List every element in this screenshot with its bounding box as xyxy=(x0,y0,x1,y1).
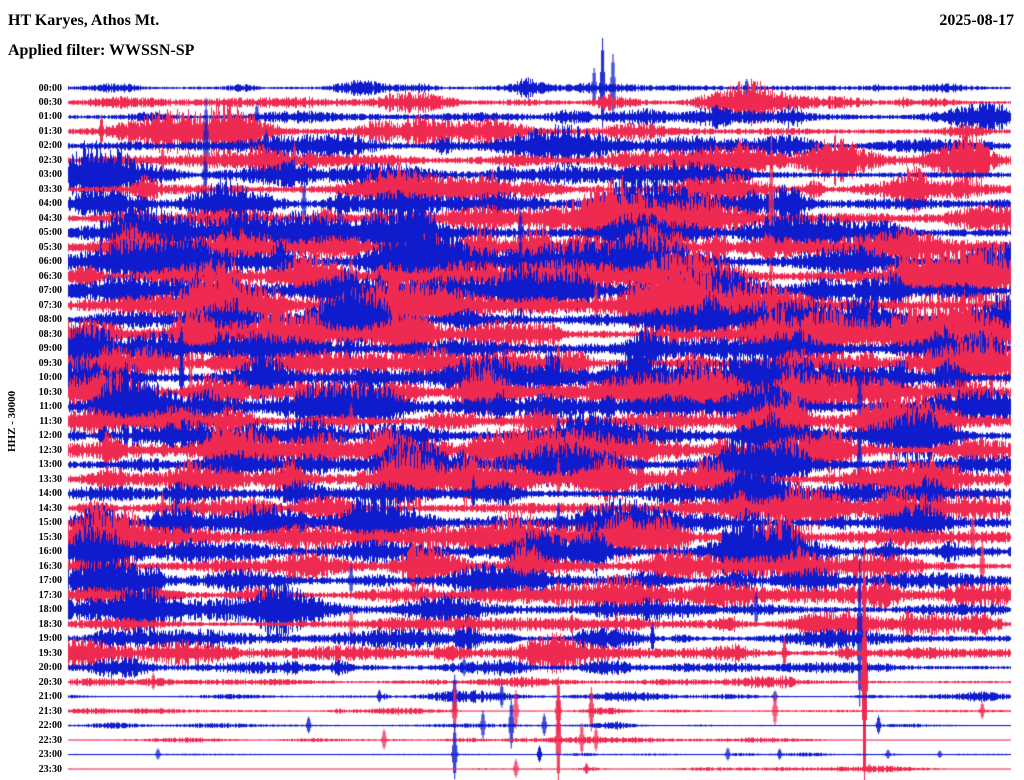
time-label-1300: 13:00 xyxy=(38,459,62,471)
time-label-1730: 17:30 xyxy=(38,589,62,601)
time-label-1630: 16:30 xyxy=(38,560,62,572)
time-label-0800: 08:00 xyxy=(38,314,62,326)
time-label-2000: 20:00 xyxy=(38,662,62,674)
time-label-0730: 07:30 xyxy=(38,299,62,311)
time-label-0200: 02:00 xyxy=(38,140,62,152)
time-label-0430: 04:30 xyxy=(38,212,62,224)
time-label-1700: 17:00 xyxy=(38,575,62,587)
time-label-0930: 09:30 xyxy=(38,357,62,369)
time-label-1800: 18:00 xyxy=(38,604,62,616)
time-label-1330: 13:30 xyxy=(38,473,62,485)
time-label-1830: 18:30 xyxy=(38,618,62,630)
time-label-1200: 12:00 xyxy=(38,430,62,442)
time-label-0400: 04:00 xyxy=(38,198,62,210)
time-label-0000: 00:00 xyxy=(38,82,62,94)
time-label-2330: 23:30 xyxy=(38,763,62,775)
station-title: HT Karyes, Athos Mt. xyxy=(8,12,160,29)
time-label-0900: 09:00 xyxy=(38,343,62,355)
time-label-0100: 01:00 xyxy=(38,111,62,123)
time-label-1430: 14:30 xyxy=(38,502,62,514)
time-label-1400: 14:00 xyxy=(38,488,62,500)
time-label-2230: 22:30 xyxy=(38,734,62,746)
time-label-0830: 08:30 xyxy=(38,328,62,340)
time-label-0500: 05:00 xyxy=(38,227,62,239)
filter-label: Applied filter: WWSSN-SP xyxy=(8,42,195,59)
time-label-1000: 10:00 xyxy=(38,372,62,384)
time-label-0700: 07:00 xyxy=(38,285,62,297)
time-label-1600: 16:00 xyxy=(38,546,62,558)
time-label-0230: 02:30 xyxy=(38,154,62,166)
time-label-1500: 15:00 xyxy=(38,517,62,529)
time-label-2030: 20:30 xyxy=(38,676,62,688)
time-label-1900: 19:00 xyxy=(38,633,62,645)
time-label-1130: 11:30 xyxy=(39,415,62,427)
time-label-0600: 06:00 xyxy=(38,256,62,268)
time-label-0630: 06:30 xyxy=(38,270,62,282)
time-label-1030: 10:30 xyxy=(38,386,62,398)
time-label-1230: 12:30 xyxy=(38,444,62,456)
time-label-1930: 19:30 xyxy=(38,647,62,659)
time-label-0530: 05:30 xyxy=(38,241,62,253)
time-label-1100: 11:00 xyxy=(39,401,62,413)
time-label-0300: 03:00 xyxy=(38,169,62,181)
time-label-0330: 03:30 xyxy=(38,183,62,195)
channel-axis-label: HHZ - 30000 xyxy=(6,390,18,452)
date-label: 2025-08-17 xyxy=(939,12,1014,29)
time-label-2200: 22:00 xyxy=(38,720,62,732)
time-label-0130: 01:30 xyxy=(38,125,62,137)
time-label-2300: 23:00 xyxy=(38,749,62,761)
time-label-0030: 00:30 xyxy=(38,96,62,108)
time-label-2130: 21:30 xyxy=(38,705,62,717)
time-label-2100: 21:00 xyxy=(38,691,62,703)
time-label-1530: 15:30 xyxy=(38,531,62,543)
